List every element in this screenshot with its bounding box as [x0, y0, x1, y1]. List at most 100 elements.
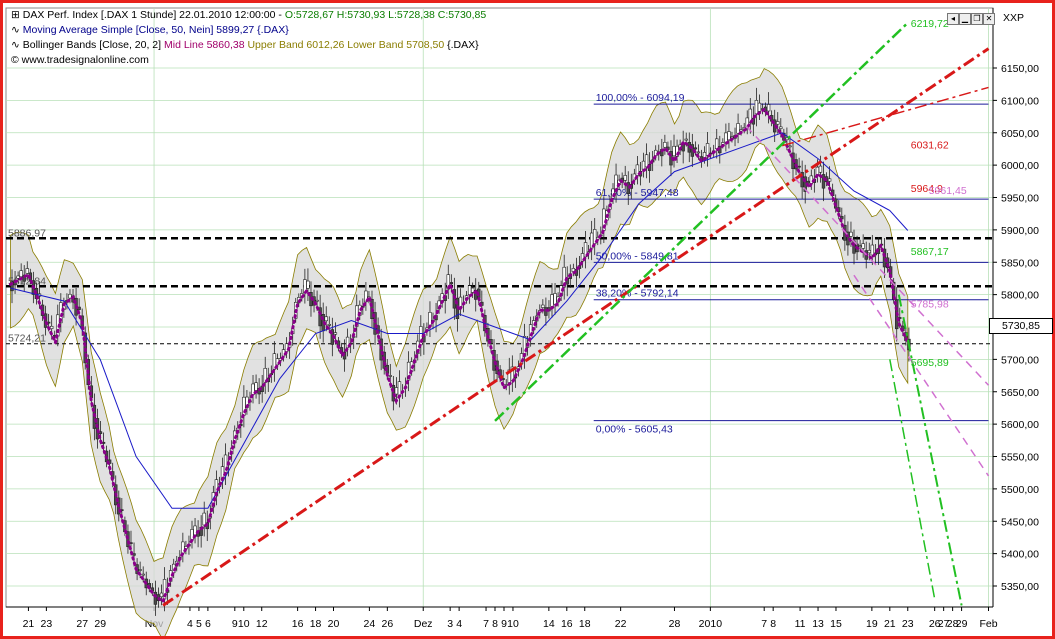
candle-body — [553, 293, 557, 305]
x-tick-label: 14 — [543, 618, 555, 630]
candle-body — [827, 178, 832, 182]
candle-body — [345, 336, 350, 349]
candle-body — [882, 248, 887, 268]
candle-body — [776, 121, 780, 125]
candle-body — [364, 290, 368, 303]
fibonacci-label: 0,00% - 5605,43 — [596, 424, 673, 436]
x-tick-label: 9 — [232, 618, 238, 630]
x-tick-label: 7 — [483, 618, 489, 630]
fibonacci-label: 61,80% - 5947,48 — [596, 187, 679, 199]
candle-body — [333, 332, 338, 335]
bb-legend-suffix: {.DAX} — [444, 39, 479, 51]
axis-symbol: XXP — [1003, 12, 1025, 24]
y-tick-label: 5500,00 — [1001, 484, 1039, 496]
restore-button[interactable]: ❐ — [971, 13, 983, 25]
candle-body — [797, 165, 801, 168]
y-tick-label: 6050,00 — [1001, 128, 1039, 140]
trendline — [897, 294, 963, 606]
candle-body — [467, 285, 472, 295]
candle-body — [858, 245, 862, 248]
trendline — [853, 274, 990, 477]
candle-body — [754, 100, 759, 115]
candle-body — [870, 244, 875, 256]
candle-body — [641, 160, 646, 170]
candle-body — [159, 592, 164, 598]
y-tick-label: 6000,00 — [1001, 160, 1039, 172]
bb-header: ∿ Bollinger Bands [Close, 20, 2] Mid Lin… — [11, 39, 479, 52]
x-tick-label: 18 — [310, 618, 322, 630]
candle-body — [684, 138, 688, 141]
x-tick-label: 4 — [187, 618, 193, 630]
candle-body — [202, 512, 206, 526]
candle-body — [757, 102, 762, 112]
symbol-header: ⊞ DAX Perf. Index [.DAX 1 Stunde] 22.01.… — [11, 9, 486, 22]
close-button[interactable]: ✕ — [983, 13, 995, 25]
candle-body — [583, 242, 588, 258]
candle-body — [324, 316, 328, 322]
candle-body — [25, 268, 29, 274]
moving-average-line — [10, 132, 909, 509]
candle-body — [458, 296, 463, 308]
candle-body — [675, 145, 679, 157]
x-tick-label: 6 — [205, 618, 211, 630]
candle-body — [19, 270, 23, 278]
candle-body — [190, 529, 194, 541]
ma-legend: Moving Average Simple [Close, 50, Nein] … — [22, 24, 289, 36]
candle-body — [10, 281, 14, 292]
y-tick-label: 5400,00 — [1001, 549, 1039, 561]
price-label: 6219,72 — [911, 18, 949, 30]
x-tick-label: 8 — [770, 618, 776, 630]
current-price-tag: 5730,85 — [989, 318, 1053, 334]
candle-body — [849, 231, 853, 237]
x-tick-label: 4 — [456, 618, 462, 630]
y-tick-label: 5850,00 — [1001, 257, 1039, 269]
candle-body — [696, 151, 701, 154]
x-tick-label: 23 — [41, 618, 53, 630]
candle-body — [693, 147, 698, 150]
x-tick-label: 21 — [884, 618, 896, 630]
trendline — [781, 86, 989, 147]
candle-body — [397, 381, 402, 397]
y-tick-label: 5550,00 — [1001, 452, 1039, 464]
candle-body — [141, 573, 145, 576]
x-tick-label: 26 — [929, 618, 941, 630]
x-tick-label: 28 — [669, 618, 681, 630]
candle-body — [672, 145, 676, 157]
trendline — [494, 21, 909, 422]
candle-body — [528, 324, 533, 339]
price-label: 5785,98 — [911, 299, 949, 311]
price-chart[interactable]: 5350,00 5400,00 5450,00 5500,00 5550,00 5600,… — [3, 3, 1052, 636]
bb-lower-value: Lower Band 5708,50 — [344, 39, 445, 51]
candle-body — [663, 142, 667, 148]
candle-body — [715, 138, 719, 149]
trendline — [162, 47, 990, 607]
candle-body — [736, 123, 740, 134]
x-tick-label: 16 — [561, 618, 573, 630]
candle-icon: ⊞ — [11, 9, 20, 21]
candle-body — [327, 324, 331, 326]
y-tick-label: 5650,00 — [1001, 387, 1039, 399]
fibonacci-label: 38,20% - 5792,14 — [596, 288, 679, 300]
y-tick-label: 5450,00 — [1001, 516, 1039, 528]
x-tick-label: 16 — [292, 618, 304, 630]
candle-body — [16, 275, 20, 279]
candle-body — [541, 304, 545, 308]
price-label: 5867,17 — [911, 246, 949, 258]
candle-body — [263, 368, 267, 383]
candle-body — [815, 166, 820, 176]
candle-body — [193, 525, 197, 536]
candle-body — [550, 294, 554, 307]
candle-body — [788, 145, 792, 148]
wave-icon: ∿ — [11, 39, 20, 51]
candle-body — [138, 569, 142, 571]
x-tick-label: 8 — [492, 618, 498, 630]
horizontal-level-label: 5724,21 — [8, 333, 46, 345]
bb-upper-value: Upper Band 6012,26 — [244, 39, 345, 51]
y-tick-label: 5900,00 — [1001, 225, 1039, 237]
x-tick-label: 11 — [795, 618, 806, 630]
time-axis — [6, 607, 1052, 633]
x-tick-label: 28 — [947, 618, 959, 630]
scroll-left-button[interactable]: ◂ — [947, 13, 959, 25]
trendline — [745, 125, 990, 386]
minimize-button[interactable]: ▁ — [959, 13, 971, 25]
